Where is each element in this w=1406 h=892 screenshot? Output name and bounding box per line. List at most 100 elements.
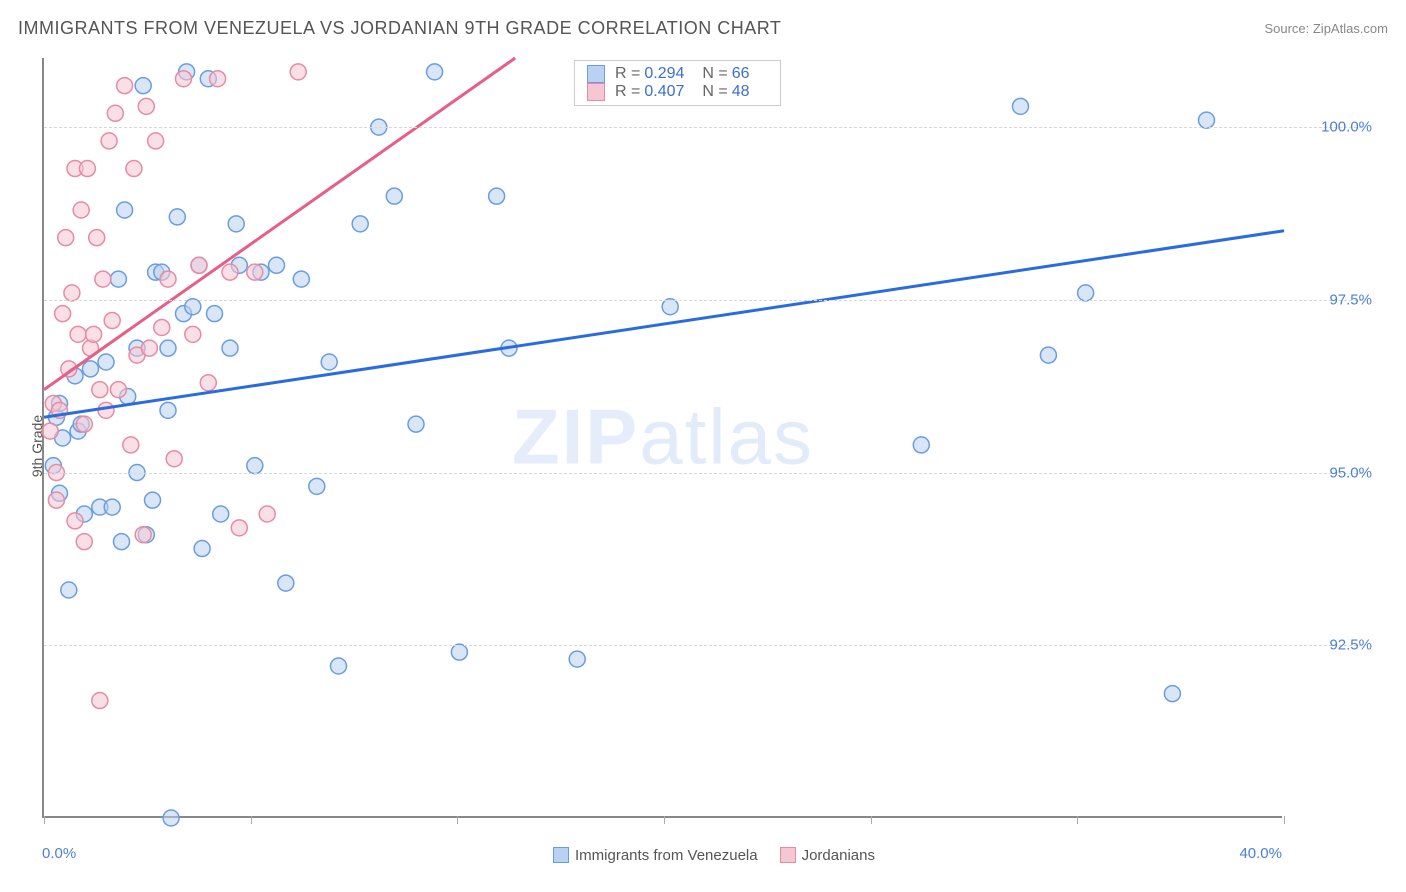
source-name: ZipAtlas.com [1313, 21, 1388, 36]
data-point-venezuela [569, 651, 585, 667]
gridline [44, 473, 1362, 474]
data-point-venezuela [247, 458, 263, 474]
data-point-venezuela [117, 202, 133, 218]
y-tick-label: 92.5% [1292, 637, 1372, 654]
data-point-venezuela [61, 582, 77, 598]
data-point-jordanian [290, 64, 306, 80]
data-point-venezuela [278, 575, 294, 591]
data-point-venezuela [662, 299, 678, 315]
data-point-jordanian [107, 105, 123, 121]
data-point-venezuela [228, 216, 244, 232]
data-point-venezuela [331, 658, 347, 674]
stat-swatch [587, 83, 605, 101]
legend-label-venezuela: Immigrants from Venezuela [575, 847, 758, 864]
data-point-jordanian [135, 527, 151, 543]
data-point-venezuela [913, 437, 929, 453]
x-tick-mark [871, 816, 872, 824]
data-point-venezuela [1013, 98, 1029, 114]
data-point-jordanian [123, 437, 139, 453]
data-point-jordanian [58, 230, 74, 246]
data-point-jordanian [48, 492, 64, 508]
data-point-venezuela [293, 271, 309, 287]
source-prefix: Source: [1264, 21, 1312, 36]
data-point-venezuela [489, 188, 505, 204]
data-point-jordanian [247, 264, 263, 280]
data-point-venezuela [1078, 285, 1094, 301]
data-point-venezuela [104, 499, 120, 515]
stat-n-label: N = [702, 83, 727, 101]
data-point-jordanian [70, 326, 86, 342]
stat-swatch [587, 65, 605, 83]
data-point-venezuela [451, 644, 467, 660]
data-point-venezuela [269, 257, 285, 273]
legend-swatch-jordanian [780, 847, 796, 863]
data-point-venezuela [169, 209, 185, 225]
y-tick-label: 95.0% [1292, 464, 1372, 481]
stat-row: R =0.407 N = 48 [587, 83, 768, 101]
data-point-venezuela [427, 64, 443, 80]
stat-n-value: 48 [732, 83, 750, 101]
stat-r-value: 0.407 [644, 83, 684, 101]
data-point-jordanian [185, 326, 201, 342]
data-point-jordanian [79, 161, 95, 177]
data-point-jordanian [160, 271, 176, 287]
data-point-venezuela [352, 216, 368, 232]
page-title: IMMIGRANTS FROM VENEZUELA VS JORDANIAN 9… [18, 18, 781, 39]
source-attribution: Source: ZipAtlas.com [1264, 20, 1388, 38]
x-tick-mark [1077, 816, 1078, 824]
gridline [44, 300, 1362, 301]
data-point-venezuela [110, 271, 126, 287]
data-point-jordanian [55, 306, 71, 322]
data-point-jordanian [64, 285, 80, 301]
data-point-jordanian [76, 416, 92, 432]
x-tick-mark [457, 816, 458, 824]
data-point-jordanian [148, 133, 164, 149]
data-point-jordanian [42, 423, 58, 439]
data-point-jordanian [110, 382, 126, 398]
stat-box: R =0.294 N = 66R =0.407 N = 48 [574, 60, 781, 106]
data-point-venezuela [83, 361, 99, 377]
x-tick-mark [664, 816, 665, 824]
data-point-jordanian [86, 326, 102, 342]
data-point-venezuela [408, 416, 424, 432]
data-point-jordanian [210, 71, 226, 87]
legend-swatch-venezuela [553, 847, 569, 863]
stat-n-label: N = [702, 65, 727, 83]
data-point-jordanian [166, 451, 182, 467]
data-point-venezuela [222, 340, 238, 356]
data-point-jordanian [98, 402, 114, 418]
data-point-jordanian [222, 264, 238, 280]
chart-svg [44, 58, 1282, 816]
data-point-jordanian [126, 161, 142, 177]
data-point-venezuela [309, 478, 325, 494]
data-point-jordanian [101, 133, 117, 149]
data-point-venezuela [1040, 347, 1056, 363]
data-point-jordanian [92, 693, 108, 709]
data-point-jordanian [231, 520, 247, 536]
data-point-venezuela [98, 354, 114, 370]
stat-n-value: 66 [732, 65, 750, 83]
x-tick-mark [1284, 816, 1285, 824]
data-point-jordanian [95, 271, 111, 287]
data-point-jordanian [176, 71, 192, 87]
data-point-jordanian [89, 230, 105, 246]
data-point-venezuela [194, 541, 210, 557]
data-point-jordanian [200, 375, 216, 391]
data-point-jordanian [138, 98, 154, 114]
data-point-jordanian [92, 382, 108, 398]
data-point-jordanian [259, 506, 275, 522]
data-point-venezuela [160, 340, 176, 356]
data-point-jordanian [73, 202, 89, 218]
data-point-venezuela [145, 492, 161, 508]
chart-area: ZIPatlas R =0.294N =66R =0.407N =48 92.5… [42, 58, 1282, 818]
bottom-legend: Immigrants from VenezuelaJordanians [0, 847, 1406, 864]
data-point-jordanian [191, 257, 207, 273]
stat-r-value: 0.294 [644, 65, 684, 83]
data-point-venezuela [1199, 112, 1215, 128]
data-point-jordanian [104, 313, 120, 329]
y-tick-label: 97.5% [1292, 291, 1372, 308]
y-tick-label: 100.0% [1292, 119, 1372, 136]
data-point-venezuela [386, 188, 402, 204]
gridline [44, 127, 1362, 128]
stat-r-label: R = [615, 83, 640, 101]
